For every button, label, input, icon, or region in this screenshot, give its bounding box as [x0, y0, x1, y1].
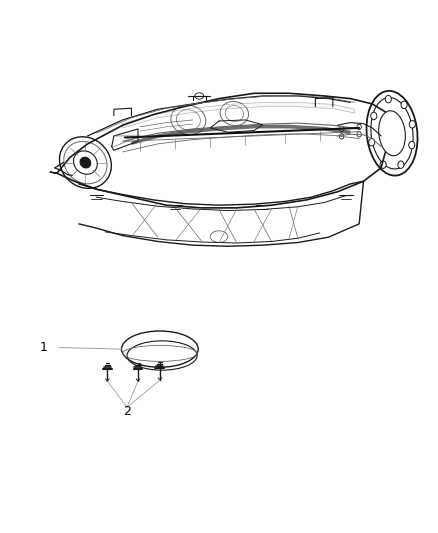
Text: 1: 1 — [40, 341, 48, 354]
Circle shape — [371, 112, 377, 120]
Circle shape — [401, 101, 407, 109]
Circle shape — [398, 161, 404, 168]
Circle shape — [409, 141, 415, 149]
Circle shape — [380, 161, 386, 168]
Polygon shape — [123, 102, 355, 128]
Circle shape — [369, 139, 375, 146]
Circle shape — [409, 120, 415, 128]
Text: 2: 2 — [123, 405, 131, 418]
Ellipse shape — [80, 157, 91, 168]
Circle shape — [385, 95, 392, 103]
Polygon shape — [131, 125, 350, 145]
